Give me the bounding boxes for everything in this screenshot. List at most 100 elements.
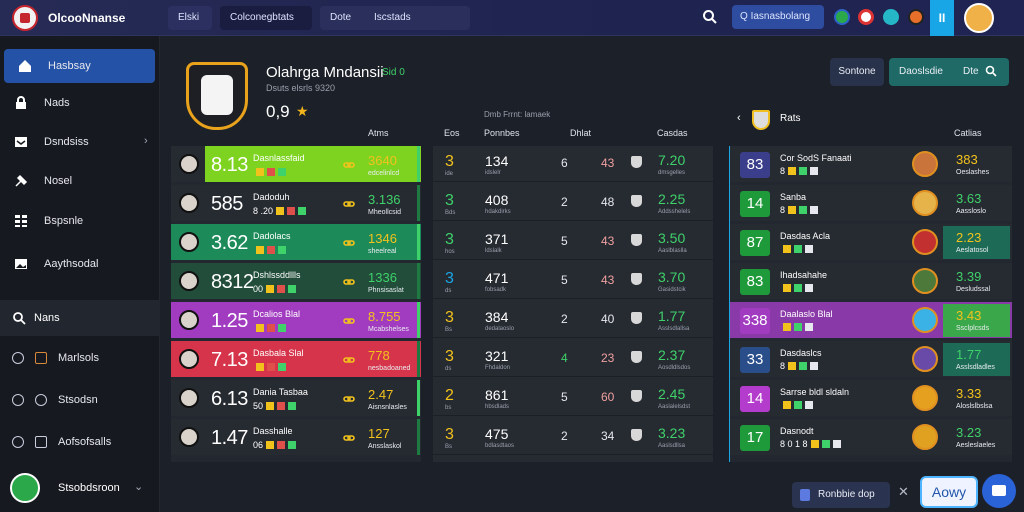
sidebar-item-bspsnle[interactable]: Bspsnle: [0, 204, 160, 238]
search-icon[interactable]: [702, 9, 718, 25]
sidebar-item-home[interactable]: Hasbsay: [4, 49, 155, 83]
table-row[interactable]: 14 Sanba 8 3.63 Aassloslo: [730, 185, 1012, 221]
top-search-button[interactable]: Q Iasnasbolang: [732, 5, 824, 29]
table-row[interactable]: 1.47 Dasshalle 06 127 Ansslaskol: [171, 419, 421, 455]
brand-logo[interactable]: [12, 5, 38, 31]
table-row[interactable]: 3 ds 471 fobsadk 5 43 3.70 Gasidstcik: [433, 263, 713, 299]
table-row[interactable]: 3 Bs 384 dedalaoslo 2 40 1.77 Asslsdlallsa: [433, 302, 713, 338]
table-row[interactable]: 3 Bs 475 bdlasdtaos 2 34 3.23 Aaslsdllsa: [433, 419, 713, 455]
value-highlight: [943, 304, 1010, 337]
sidebar-item-stsodsn[interactable]: Stsodsn: [0, 383, 160, 417]
grid-icon: [15, 215, 27, 227]
bottom-action-button[interactable]: Ronbbie dop: [792, 482, 890, 508]
team-sub: 8: [780, 166, 786, 176]
team-name: Daalaslo Blal: [780, 309, 833, 319]
table-row[interactable]: 3.62 Dadolacs 1346 sheelreal: [171, 224, 421, 260]
player-name: Dcalios Blal: [253, 309, 301, 319]
badge-icon: [266, 402, 275, 410]
user-avatar-top[interactable]: [964, 3, 994, 33]
team-badge-icon[interactable]: [908, 9, 924, 25]
rank-box: 338: [740, 308, 770, 334]
sidebar-section-nans[interactable]: Nans: [0, 300, 160, 336]
avatar: [179, 232, 199, 252]
badge-icon: [288, 441, 297, 449]
link-icon[interactable]: [343, 158, 355, 170]
badge-icon: [277, 441, 286, 449]
team-name: Sarrse bldl sldaln: [780, 387, 850, 397]
stat-value: 1346: [368, 231, 397, 246]
table-row[interactable]: 1.25 Dcalios Blal 8.755 Mcabshelses: [171, 302, 421, 338]
back-icon[interactable]: ‹: [737, 112, 741, 124]
value-highlight: [943, 226, 1010, 259]
link-icon[interactable]: [343, 236, 355, 248]
user-avatar[interactable]: [10, 473, 40, 503]
badge-icon: [256, 168, 264, 176]
menu-button[interactable]: II: [930, 0, 954, 36]
rating-caption: Ssclplcsds: [956, 325, 990, 332]
tab-dote-label: Dote: [330, 12, 352, 23]
tab-elski[interactable]: Elski: [168, 6, 212, 30]
table-row[interactable]: 2 bs 861 hbsdlads 5 60 2.45 Aaslalelsdst: [433, 380, 713, 416]
table-row[interactable]: 6.13 Dania Tasbaa 50 2.47 Aisnsnlasles: [171, 380, 421, 416]
rank-box: 14: [740, 386, 770, 412]
sidebar-item-marlsols[interactable]: Marlsols: [0, 341, 160, 375]
player-name: Dasbala Slal: [253, 348, 304, 358]
shield-icon: [631, 429, 642, 441]
row-accent: [417, 419, 420, 455]
link-icon[interactable]: [343, 197, 355, 209]
player-score: 8312: [211, 271, 254, 293]
link-icon[interactable]: [343, 431, 355, 443]
badge-icon: [794, 284, 802, 292]
table-row[interactable]: 585 Dadoduh 8 .20 3.136 Mheollcsid: [171, 185, 421, 221]
table-row[interactable]: 87 Dasdas Acla 2.23 Aeslatosol: [730, 224, 1012, 260]
tab-colconegbtats[interactable]: Colconegbtats: [220, 6, 312, 30]
avatar: [179, 388, 199, 408]
badge-icon: [256, 363, 264, 371]
table-row[interactable]: 83 Cor SodS Fanaati 8 383 Oeslashes: [730, 146, 1012, 182]
badge-icon: [788, 167, 797, 175]
points-caption: bdlasdtaos: [485, 443, 515, 449]
shield-icon: [752, 110, 770, 130]
club-crest-icon[interactable]: [858, 9, 874, 25]
rank-value: 3: [445, 153, 454, 170]
table-row[interactable]: 8312 Dshlssddllls 00 1336 Phnsisaslat: [171, 263, 421, 299]
table-row[interactable]: 33 Dasdaslcs 8 1.77 Asslsdladles: [730, 341, 1012, 377]
table-row[interactable]: 83 Ihadsahahe 3.39 Desludssal: [730, 263, 1012, 299]
sidebar-item-dsndsiss[interactable]: Dsndsiss ›: [0, 125, 160, 159]
now-button[interactable]: Aowy: [920, 476, 978, 508]
tab-dote[interactable]: Dote Iscstads: [320, 6, 470, 30]
table-row[interactable]: 3 ide 134 idslelr 6 43 7.20 dmsgelles: [433, 146, 713, 182]
table-row[interactable]: 3 ds 321 Fhdaldon 4 23 2.37 Aosdldlsdos: [433, 341, 713, 377]
table-row[interactable]: 3 Bds 408 hdakdirks 2 48 2.25 Addsshelels: [433, 185, 713, 221]
table-row[interactable]: 338 Daalaslo Blal 3.43 Ssclplcsds: [730, 302, 1012, 338]
notification-icon[interactable]: [883, 9, 899, 25]
chevron-down-icon[interactable]: ⌄: [134, 481, 144, 493]
chat-icon[interactable]: [982, 474, 1016, 508]
rating-value: 2.37: [658, 347, 686, 363]
table-row[interactable]: 8.13 Dasnlassfaid 3640 edcelinlcd: [171, 146, 421, 182]
link-icon[interactable]: [343, 314, 355, 326]
globe-icon[interactable]: [834, 9, 850, 25]
badge-icon: [278, 363, 286, 371]
table-row[interactable]: 14 Sarrse bldl sldaln 3.33 Aloslslbslsa: [730, 380, 1012, 416]
avatar: [912, 229, 938, 255]
sidebar-item-aofsofsalls[interactable]: Aofsofsalls: [0, 425, 160, 459]
rank-caption: Bs: [445, 444, 453, 450]
table-row[interactable]: 3 hos 371 ldslalk 5 43 3.50 Aaslblaslla: [433, 224, 713, 260]
close-icon[interactable]: ✕: [898, 484, 909, 499]
points-caption: hbsdlads: [485, 404, 510, 410]
stat-caption: Mheollcsid: [368, 209, 402, 216]
home-icon: [19, 60, 31, 72]
table-row[interactable]: 7.13 Dasbala Slal 778 nesbadoaned: [171, 341, 421, 377]
daoslsdie-button[interactable]: Daoslsdie Dte: [889, 58, 1009, 86]
link-icon[interactable]: [343, 392, 355, 404]
table-row[interactable]: 17 Dasnodt 8 0 1 8 3.23 Aesleslaeles: [730, 419, 1012, 455]
search-glyph-icon: Q: [740, 11, 751, 22]
team-sub: 8: [780, 361, 786, 371]
link-icon[interactable]: [343, 353, 355, 365]
link-icon[interactable]: [343, 275, 355, 287]
sidebar-item-nads[interactable]: Nads: [0, 86, 160, 120]
sidebar-item-aaythsodal[interactable]: Aaythsodal: [0, 247, 160, 281]
sidebar-item-nosel[interactable]: Nosel: [0, 164, 160, 198]
sontone-button[interactable]: Sontone: [830, 58, 884, 86]
